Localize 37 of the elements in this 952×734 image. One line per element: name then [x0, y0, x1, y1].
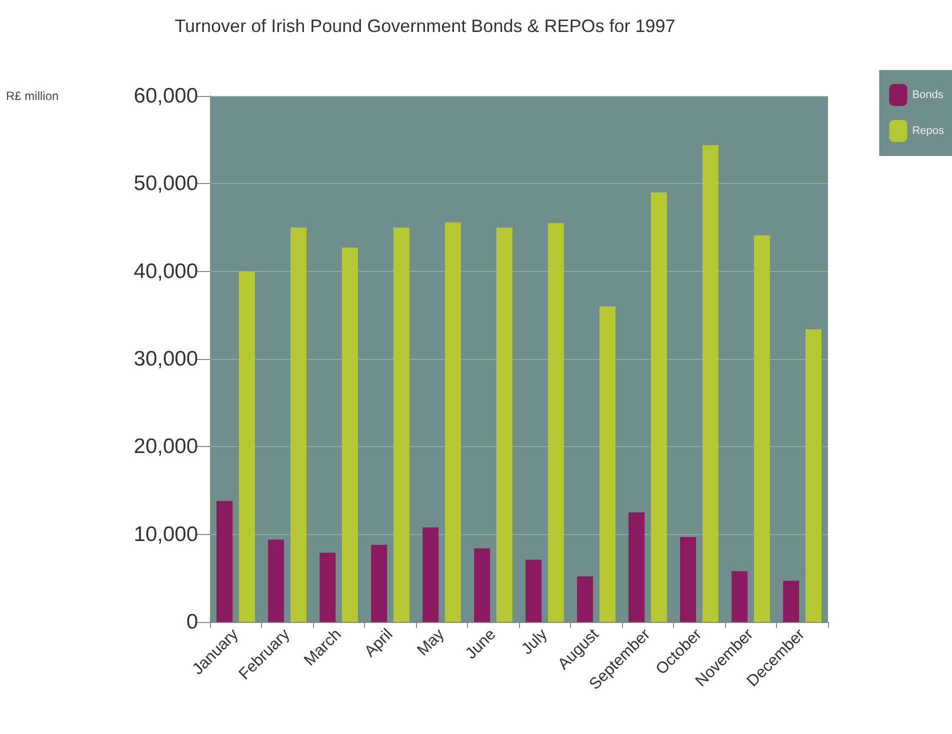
x-tick-label: July — [518, 626, 551, 658]
bar — [422, 527, 439, 622]
bar — [342, 248, 358, 622]
chart-title: Turnover of Irish Pound Government Bonds & REPOs for 1997 — [174, 16, 676, 36]
bar — [732, 571, 748, 622]
bar — [216, 501, 233, 622]
bar — [805, 329, 822, 622]
bar — [680, 536, 696, 622]
x-tick-label: May — [414, 626, 448, 660]
bar — [577, 576, 594, 622]
bar — [444, 222, 461, 622]
bar — [628, 512, 645, 622]
bar — [650, 192, 667, 622]
bar — [238, 271, 255, 622]
bar — [754, 235, 770, 622]
bar — [393, 228, 410, 622]
bar — [320, 552, 336, 622]
y-tick-label: 20,000 — [134, 435, 198, 458]
bar — [702, 145, 718, 622]
bar — [526, 560, 542, 622]
y-tick-label: 40,000 — [134, 260, 198, 283]
bar — [548, 223, 564, 622]
y-tick-label: 30,000 — [134, 348, 198, 370]
bar — [268, 540, 284, 622]
legend-label: Bonds — [912, 89, 944, 101]
bar — [783, 580, 800, 622]
bar — [290, 228, 306, 622]
bar — [496, 228, 512, 622]
y-tick-label: 50,000 — [134, 172, 198, 196]
legend-label: Repos — [912, 125, 944, 137]
bar — [599, 306, 616, 622]
bar — [474, 548, 490, 622]
y-tick-label: 10,000 — [134, 522, 198, 546]
y-tick-label: 0 — [186, 610, 198, 634]
bar — [371, 544, 388, 622]
y-tick-label: 60,000 — [134, 84, 198, 108]
text: R£ million — [6, 89, 59, 103]
